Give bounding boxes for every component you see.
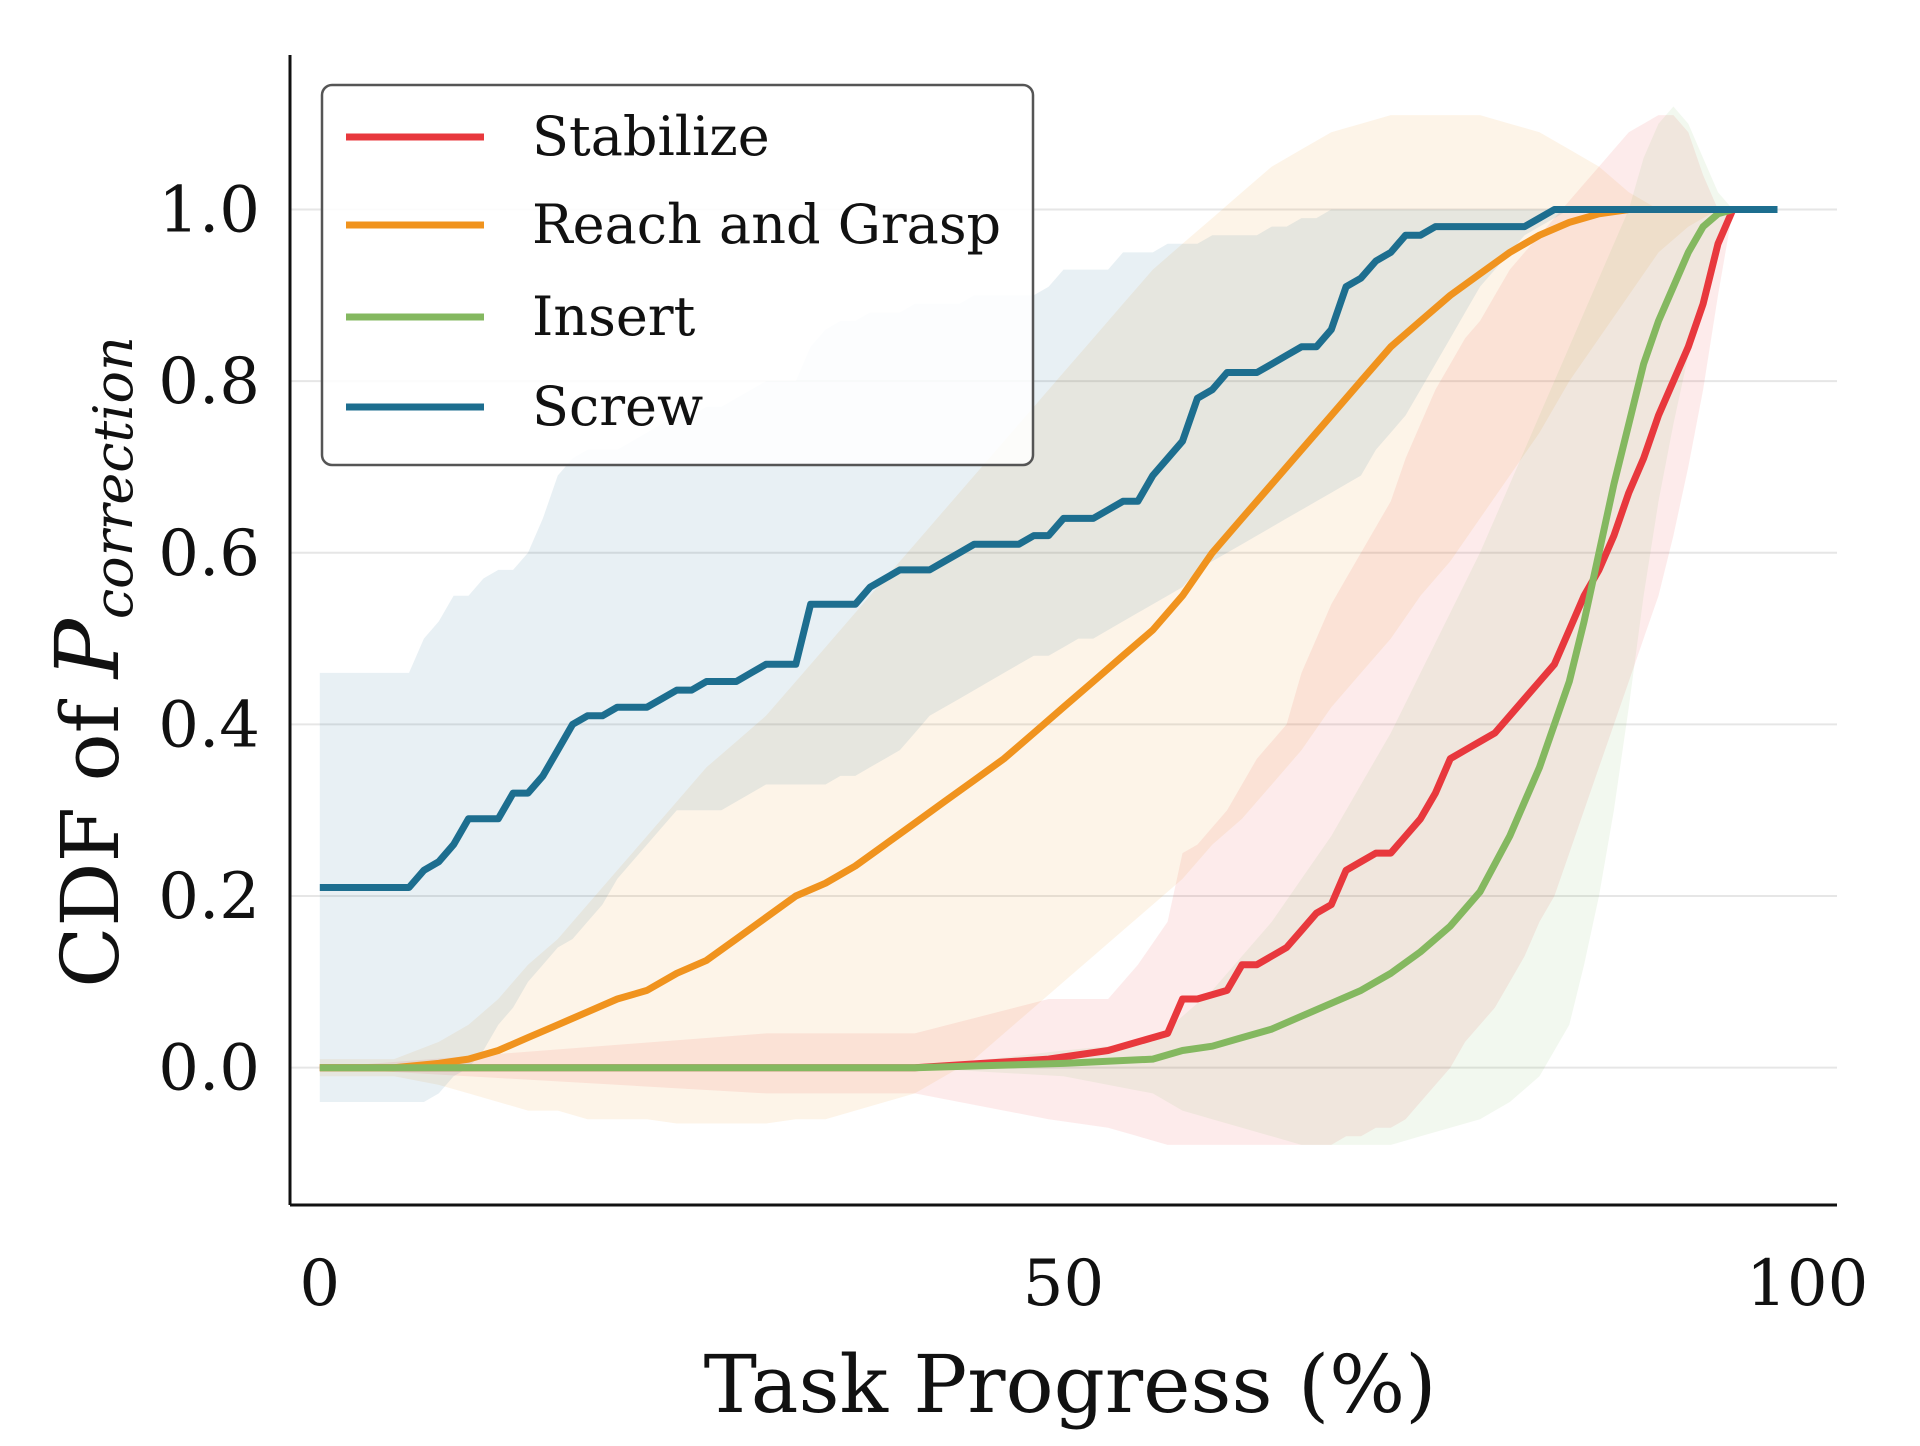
legend-label-screw: Screw bbox=[532, 375, 703, 438]
y-tick-label: 1.0 bbox=[158, 173, 260, 247]
legend-label-stabilize: Stabilize bbox=[532, 105, 770, 168]
y-axis-title-subscript: correction bbox=[82, 336, 145, 619]
tick-labels: 0.0 0.2 0.4 0.6 0.8 1.0 0 50 100 bbox=[158, 173, 1868, 1321]
y-axis-title: CDF of Pcorrection bbox=[36, 336, 145, 988]
x-tick-label: 100 bbox=[1746, 1247, 1868, 1321]
band-stabilize bbox=[319, 115, 1778, 1145]
line-stabilize bbox=[319, 206, 1778, 1072]
legend: Stabilize Reach and Grasp Insert Screw bbox=[320, 83, 1035, 467]
legend-label-insert: Insert bbox=[532, 285, 696, 348]
line-reach-and-grasp bbox=[319, 206, 1778, 1072]
x-axis-title: Task Progress (%) bbox=[704, 1338, 1437, 1431]
line-screw bbox=[319, 206, 1778, 891]
x-tick-label: 0 bbox=[299, 1247, 340, 1321]
legend-box bbox=[320, 83, 1035, 467]
band-insert bbox=[319, 106, 1778, 1145]
y-axis-title-prefix: CDF of bbox=[44, 678, 137, 988]
y-tick-label: 0.2 bbox=[158, 860, 260, 934]
axes bbox=[288, 55, 1837, 1207]
y-tick-label: 0.6 bbox=[158, 517, 260, 591]
y-tick-label: 0.0 bbox=[158, 1032, 260, 1106]
x-tick-label: 50 bbox=[1023, 1247, 1104, 1321]
y-tick-label: 0.4 bbox=[158, 688, 260, 762]
legend-label-reach-and-grasp: Reach and Grasp bbox=[532, 193, 1001, 256]
band-reach-and-grasp bbox=[319, 115, 1778, 1124]
y-axis-title-symbol: P bbox=[36, 617, 139, 680]
series-lines bbox=[319, 206, 1778, 1072]
y-tick-label: 0.8 bbox=[158, 345, 260, 419]
line-insert bbox=[319, 206, 1778, 1072]
